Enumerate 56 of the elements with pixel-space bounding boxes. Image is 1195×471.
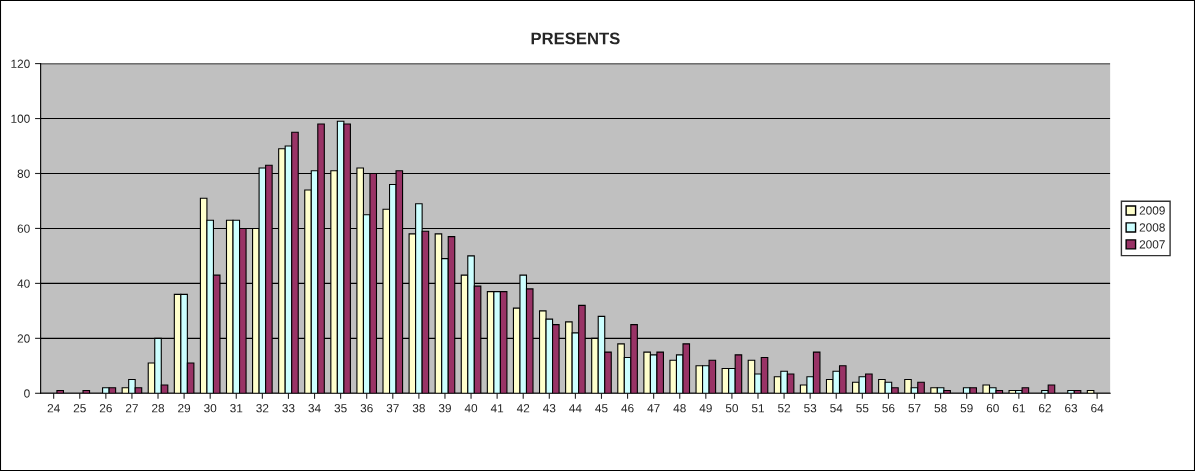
x-tick-label: 31 <box>230 404 243 413</box>
x-tick-label: 38 <box>412 404 425 413</box>
x-tick-label: 39 <box>438 404 451 413</box>
x-tick-label: 50 <box>725 404 739 413</box>
x-tick-label: 25 <box>73 404 86 413</box>
x-tick-label: 58 <box>934 404 947 413</box>
x-tick-label: 35 <box>334 404 347 413</box>
x-tick-label: 36 <box>360 404 373 413</box>
x-tick-label: 62 <box>1038 404 1051 413</box>
x-tick-label: 26 <box>99 404 112 413</box>
x-tick-label: 37 <box>386 404 399 413</box>
x-tick-label: 55 <box>856 404 869 413</box>
y-tick-label: 100 <box>11 114 30 123</box>
x-tick-label: 34 <box>308 404 321 413</box>
x-tick-label: 29 <box>178 404 191 413</box>
x-tick-label: 42 <box>516 404 530 413</box>
x-tick-label: 33 <box>282 404 295 413</box>
y-tick-label: 120 <box>11 59 30 68</box>
x-tick-label: 53 <box>804 404 817 413</box>
bar <box>1086 389 1095 394</box>
y-tick-label: 60 <box>17 224 30 233</box>
legend-label: 2007 <box>1139 240 1165 249</box>
x-tick-label: 32 <box>256 404 269 413</box>
x-tick-label: 45 <box>595 404 608 413</box>
y-tick-label: 40 <box>17 279 30 288</box>
x-tick-label: 40 <box>464 404 478 413</box>
x-tick-label: 52 <box>777 404 791 413</box>
legend-label: 2008 <box>1139 223 1165 232</box>
x-tick-label: 30 <box>204 404 217 413</box>
x-tick-label: 59 <box>960 404 973 413</box>
x-tick-label: 54 <box>830 404 843 413</box>
x-tick-label: 60 <box>986 404 999 413</box>
x-tick-label: 43 <box>543 404 556 413</box>
x-tick-label: 27 <box>125 404 138 413</box>
x-tick-label: 49 <box>699 404 712 413</box>
x-tick-label: 47 <box>647 404 660 413</box>
x-tick-label: 41 <box>490 404 504 413</box>
y-tick-label: 0 <box>24 389 30 398</box>
x-tick-label: 51 <box>751 404 764 413</box>
x-tick-label: 48 <box>673 404 686 413</box>
x-tick-label: 61 <box>1012 404 1025 413</box>
legend-label: 2009 <box>1139 206 1165 215</box>
x-tick-label: 57 <box>908 404 921 413</box>
y-tick-label: 80 <box>17 169 30 178</box>
bar <box>56 389 65 394</box>
x-tick-label: 28 <box>152 404 165 413</box>
x-tick-label: 46 <box>621 404 634 413</box>
chart-title: PRESENTS <box>531 32 620 45</box>
x-tick-label: 44 <box>569 404 582 413</box>
x-tick-label: 24 <box>47 404 60 413</box>
y-tick-label: 20 <box>17 334 30 343</box>
bar <box>82 389 91 394</box>
x-tick-label: 56 <box>882 404 895 413</box>
x-tick-label: 64 <box>1091 404 1104 413</box>
bar <box>695 365 704 394</box>
x-tick-label: 63 <box>1065 404 1078 413</box>
